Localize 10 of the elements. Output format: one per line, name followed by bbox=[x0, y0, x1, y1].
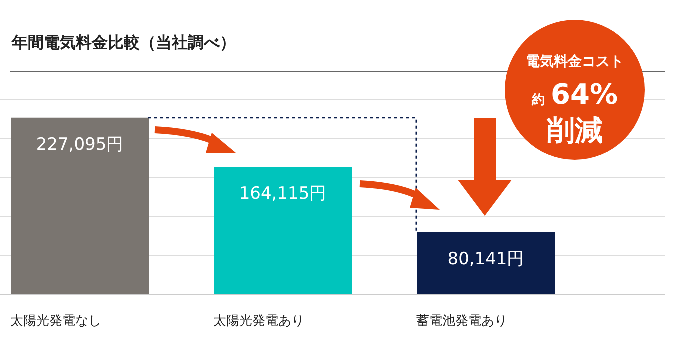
annotation: 削減 bbox=[546, 114, 603, 147]
data-label: 80,141円 bbox=[448, 250, 524, 270]
x-tick-label: 太陽光発電あり bbox=[214, 314, 304, 329]
x-tick-label: 蓄電池発電あり bbox=[416, 314, 508, 329]
data-label: 164,115円 bbox=[239, 184, 327, 204]
annotation: 約 64% bbox=[530, 78, 618, 111]
x-tick-label: 太陽光発電なし bbox=[10, 314, 102, 329]
text: 電気料金コスト bbox=[526, 54, 624, 70]
chart-title: 年間電気料金比較（当社調べ） bbox=[12, 33, 236, 54]
data-label: 227,095円 bbox=[36, 134, 124, 155]
